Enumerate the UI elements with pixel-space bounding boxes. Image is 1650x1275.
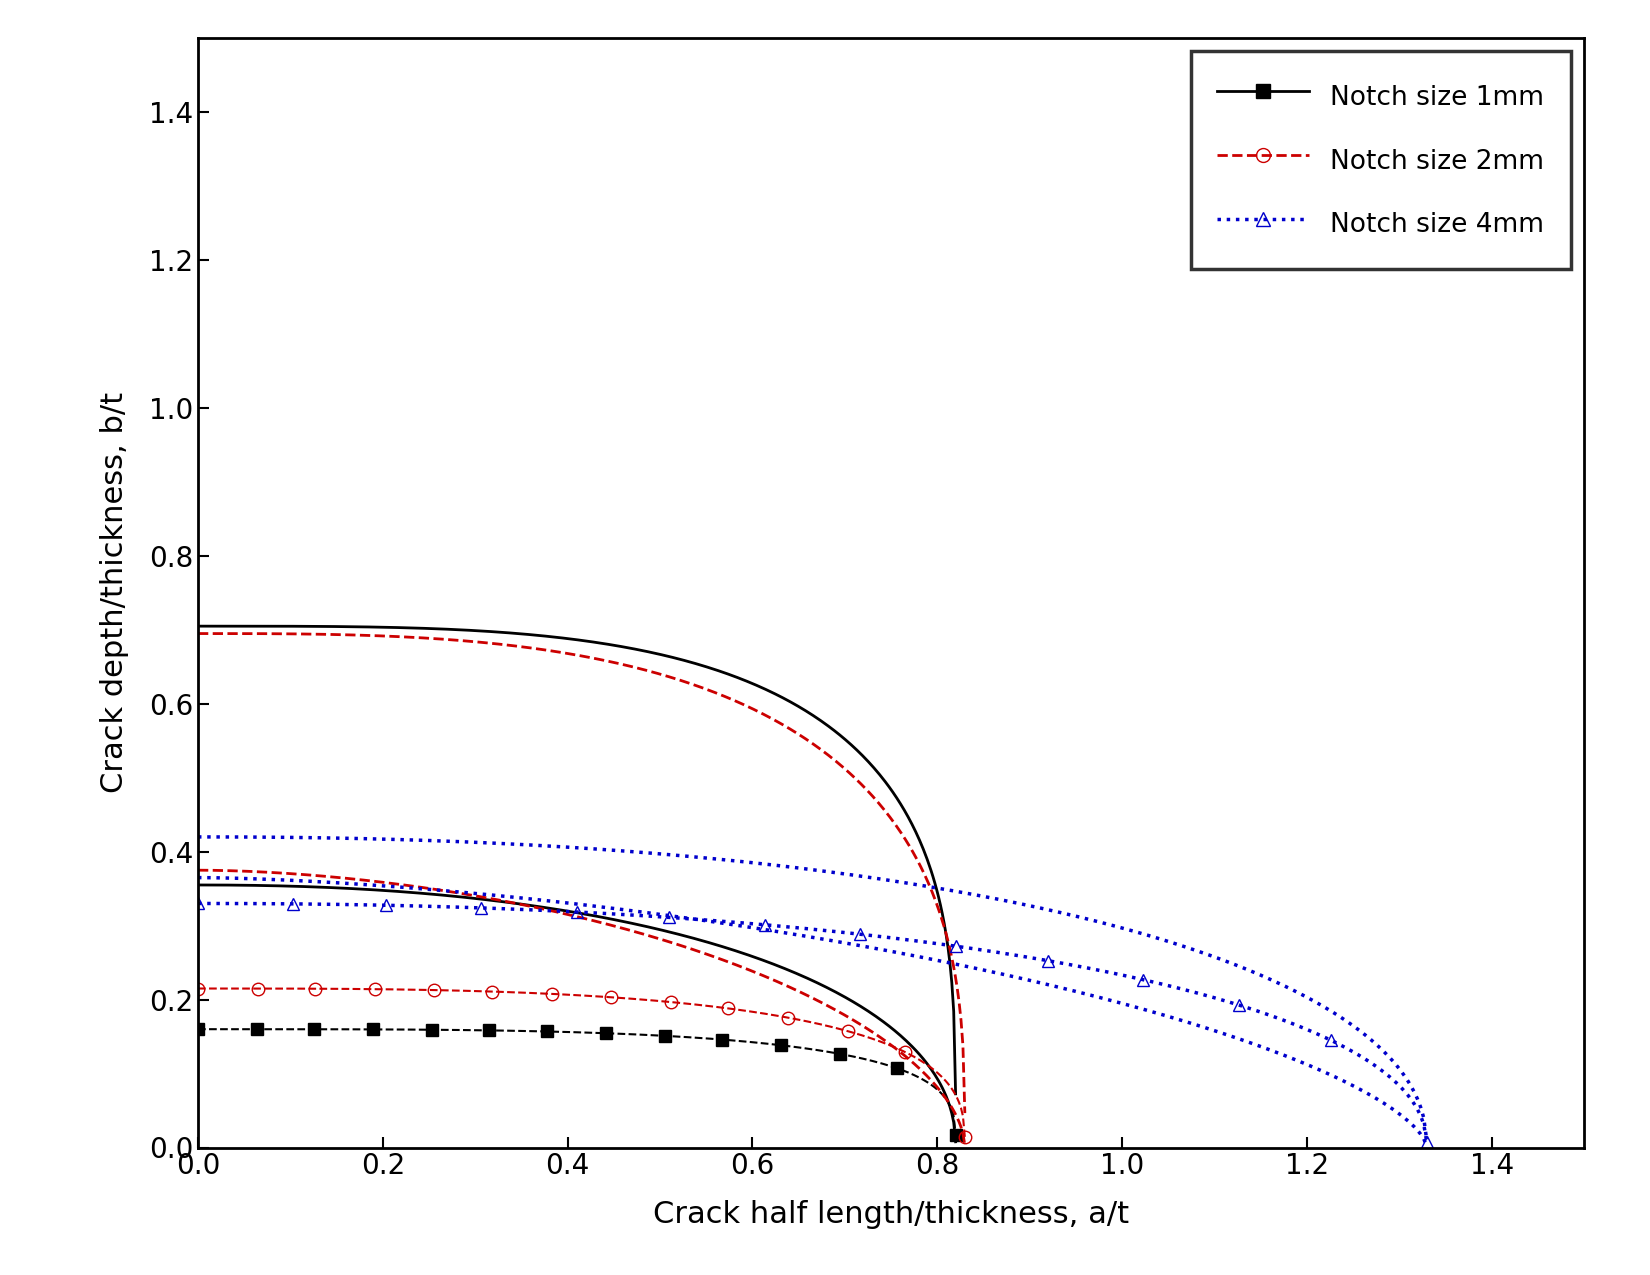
Legend: Notch size 1mm, Notch size 2mm, Notch size 4mm: Notch size 1mm, Notch size 2mm, Notch si… (1191, 51, 1571, 269)
X-axis label: Crack half length/thickness, a/t: Crack half length/thickness, a/t (653, 1200, 1129, 1229)
Y-axis label: Crack depth/thickness, b/t: Crack depth/thickness, b/t (101, 393, 129, 793)
